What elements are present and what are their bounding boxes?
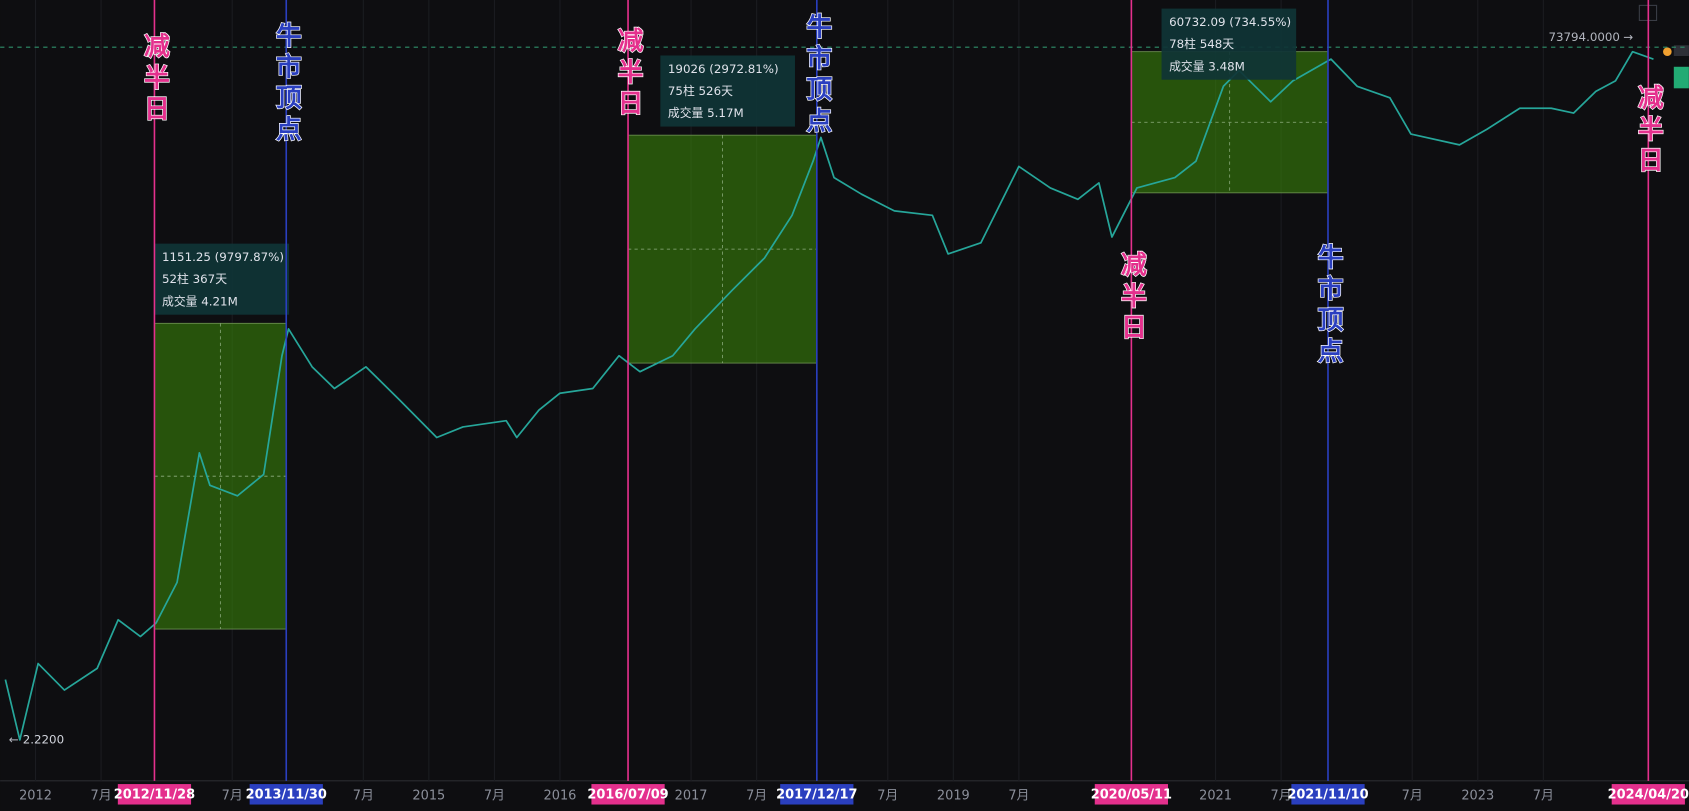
date-tag-label: 2024/04/20 xyxy=(1608,787,1689,802)
date-tag-label: 2020/05/11 xyxy=(1091,787,1172,802)
date-tag xyxy=(1291,784,1365,805)
x-tick-label: 7月 xyxy=(222,788,243,803)
x-tick-label: 7月 xyxy=(91,788,112,803)
low-label: 2.2200 xyxy=(23,732,64,746)
x-tick-label: 2015 xyxy=(412,788,445,803)
price-label: 73794.0000 xyxy=(1548,30,1620,44)
alert-icon[interactable] xyxy=(1663,47,1672,57)
x-tick-label: 7月 xyxy=(1008,788,1029,803)
event-label: 减半日 xyxy=(613,27,643,121)
x-tick-label: 2012 xyxy=(19,788,52,803)
x-tick-label: 7月 xyxy=(746,788,767,803)
measure-info xyxy=(660,55,795,127)
date-tag-label: 2017/12/17 xyxy=(776,787,857,802)
event-label: 牛市顶点 xyxy=(1313,243,1343,368)
measure-text: 19026 (2972.81%) xyxy=(668,62,779,76)
date-tag-label: 2021/11/10 xyxy=(1287,787,1368,802)
date-tag xyxy=(1094,784,1168,805)
x-tick-label: 7月 xyxy=(1533,788,1554,803)
measure-text: 60732.09 (734.55%) xyxy=(1169,15,1291,29)
measure-text: 成交量 3.48M xyxy=(1169,59,1245,73)
x-tick-label: 2017 xyxy=(675,788,708,803)
measure-text: 75柱 526天 xyxy=(668,84,733,98)
x-tick-label: 7月 xyxy=(353,788,374,803)
measure-text: 成交量 4.21M xyxy=(162,294,238,308)
measure-info xyxy=(1161,8,1297,80)
arrow: → xyxy=(1623,30,1633,44)
measure-info xyxy=(154,243,290,315)
event-label: 减半日 xyxy=(139,32,169,126)
event-label: 牛市顶点 xyxy=(802,13,832,138)
plot: 73794.0000 → ← 2.2200 xyxy=(4,30,1654,746)
x-tick-label: 7月 xyxy=(484,788,505,803)
date-tag xyxy=(249,784,323,805)
event-label: 减半日 xyxy=(1633,84,1663,178)
x-tick-label: 2019 xyxy=(937,788,970,803)
measure-text: 成交量 5.17M xyxy=(668,106,744,120)
price-tag xyxy=(1673,45,1689,57)
date-tag-label: 2012/11/28 xyxy=(114,787,195,802)
price-series xyxy=(4,50,1654,741)
grid xyxy=(0,0,1689,781)
event-label: 减半日 xyxy=(1116,251,1146,345)
measure-text: 78柱 548天 xyxy=(1169,37,1234,51)
x-tick-label: 2016 xyxy=(544,788,577,803)
x-tick-label: 2023 xyxy=(1461,788,1494,803)
price-tag xyxy=(1673,66,1689,89)
date-tag xyxy=(591,784,665,805)
event-label: 牛市顶点 xyxy=(271,21,301,146)
measures xyxy=(154,51,1329,630)
measure-text: 52柱 367天 xyxy=(162,272,227,286)
x-tick-label: 7月 xyxy=(877,788,898,803)
x-tick-label: 2021 xyxy=(1199,788,1232,803)
x-tick-label: 7月 xyxy=(1402,788,1423,803)
date-tag xyxy=(117,784,192,805)
date-tag-label: 2013/11/30 xyxy=(246,787,327,802)
date-tag xyxy=(780,784,854,805)
x-axis: 2012 7月 7月 7月 2015 7月 2016 2017 7月 7月 2019 7月 2021 7月… xyxy=(19,784,1689,805)
date-tag xyxy=(1611,784,1685,805)
x-tick-label: 7月 xyxy=(1271,788,1292,803)
measure-text: 1151.25 (9797.87%) xyxy=(162,250,284,264)
date-tag-label: 2016/07/09 xyxy=(587,787,668,802)
arrow: ← xyxy=(9,732,19,746)
